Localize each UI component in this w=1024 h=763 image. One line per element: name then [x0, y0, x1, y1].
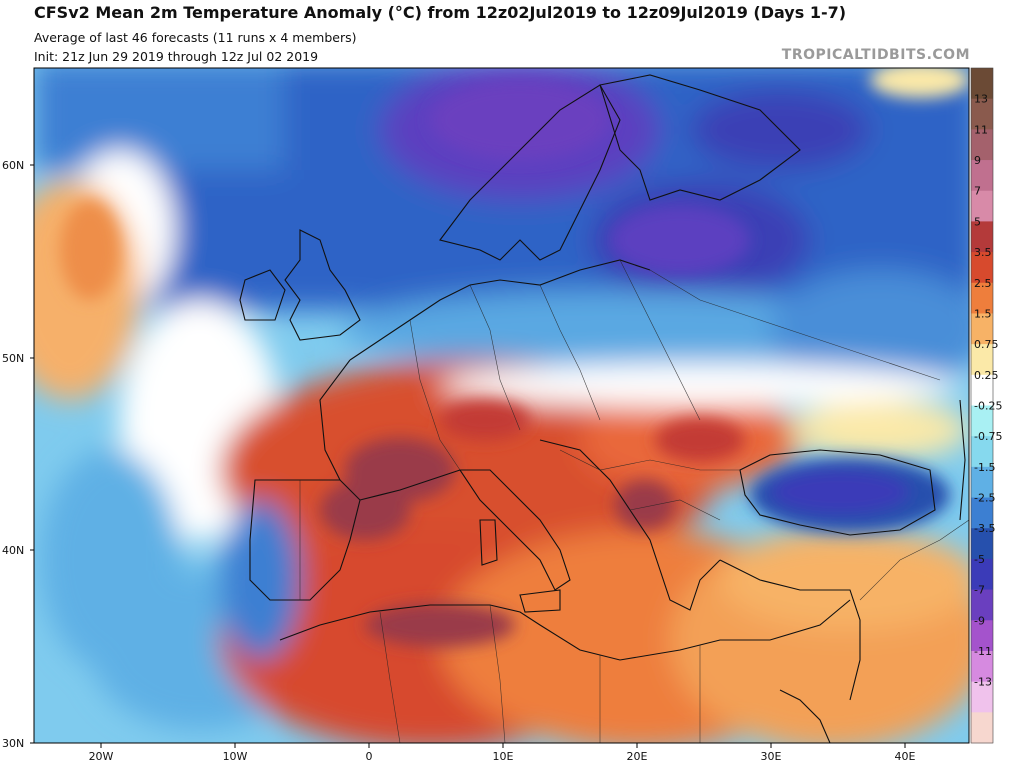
colorbar-label: -11 — [974, 645, 992, 658]
colorbar-swatch — [971, 405, 993, 437]
lat-label-60n: 60N — [2, 159, 24, 172]
colorbar-swatch — [971, 589, 993, 621]
longitude-axis: 20W 10W 0 10E 20E 30E 40E — [89, 743, 916, 763]
map-frame — [33, 67, 970, 744]
colorbar-swatch — [971, 98, 993, 130]
colorbar-swatch — [971, 528, 993, 560]
colorbar-swatch — [971, 497, 993, 529]
lon-label-20e: 20E — [627, 750, 648, 763]
colorbar-label: -1.5 — [974, 461, 995, 474]
colorbar-label: 7 — [974, 185, 981, 198]
init-time: Init: 21z Jun 29 2019 through 12z Jul 02… — [34, 49, 319, 64]
colorbar-label: -5 — [974, 553, 985, 566]
colorbar-swatch — [971, 344, 993, 376]
colorbar: 13 11 9 7 5 3.5 2.5 1.5 0.75 0.25 -0.25 -0.75 -1.5 -2… — [970, 67, 1002, 744]
map-subtitle: Average of last 46 forecasts (11 runs x … — [34, 30, 357, 45]
colorbar-swatch — [971, 681, 993, 713]
lon-label-0: 0 — [366, 750, 373, 763]
colorbar-label: -0.75 — [974, 430, 1002, 443]
colorbar-swatch — [971, 129, 993, 161]
colorbar-label: 5 — [974, 215, 981, 228]
map-title: CFSv2 Mean 2m Temperature Anomaly (°C) f… — [34, 3, 847, 22]
colorbar-label: -13 — [974, 676, 992, 689]
coastlines — [239, 74, 966, 743]
colorbar-swatch — [971, 620, 993, 652]
colorbar-label: 13 — [974, 93, 988, 106]
colorbar-swatch — [971, 282, 993, 314]
lon-label-40e: 40E — [895, 750, 916, 763]
colorbar-label: 9 — [974, 154, 981, 167]
brand-watermark: TROPICALTIDBITS.COM — [781, 47, 970, 63]
colorbar-swatch — [971, 436, 993, 468]
colorbar-swatch — [971, 374, 993, 406]
colorbar-swatch — [971, 190, 993, 222]
colorbar-label: 3.5 — [974, 246, 992, 259]
colorbar-label: 2.5 — [974, 277, 992, 290]
colorbar-label: -7 — [974, 584, 985, 597]
lat-label-30n: 30N — [2, 737, 24, 750]
colorbar-swatch — [971, 466, 993, 499]
colorbar-label: 11 — [974, 123, 988, 136]
colorbar-label: -2.5 — [974, 492, 995, 505]
colorbar-swatch — [971, 160, 993, 192]
colorbar-label: -9 — [974, 614, 985, 627]
anomaly-field — [34, 68, 969, 743]
colorbar-label: 1.5 — [974, 307, 992, 320]
colorbar-swatch — [971, 221, 993, 253]
colorbar-frame — [970, 67, 994, 744]
lon-label-10w: 10W — [223, 750, 248, 763]
colorbar-label: 0.25 — [974, 369, 999, 382]
borders — [299, 259, 969, 743]
lon-label-10e: 10E — [493, 750, 514, 763]
lon-label-20w: 20W — [89, 750, 114, 763]
lat-label-40n: 40N — [2, 544, 24, 557]
colorbar-label: 0.75 — [974, 338, 999, 351]
colorbar-swatch — [971, 558, 993, 591]
lon-label-30e: 30E — [761, 750, 782, 763]
latitude-axis: 60N 50N 40N 30N — [2, 159, 34, 750]
colorbar-swatch — [971, 252, 993, 284]
colorbar-swatch — [971, 68, 993, 100]
colorbar-swatch — [971, 313, 993, 345]
colorbar-label: -3.5 — [974, 522, 995, 535]
colorbar-swatch — [971, 650, 993, 683]
lat-label-50n: 50N — [2, 352, 24, 365]
colorbar-swatch — [971, 712, 993, 744]
colorbar-label: -0.25 — [974, 400, 1002, 413]
